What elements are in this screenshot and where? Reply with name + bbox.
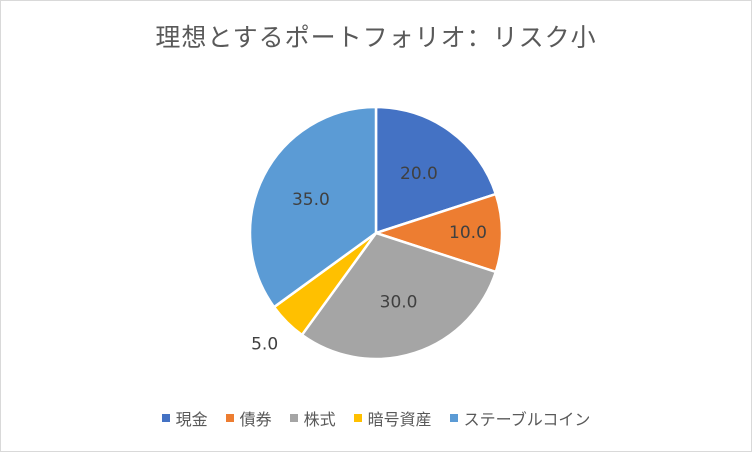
- legend-item-2: 債券: [225, 406, 272, 430]
- data-label-4: 5.0: [251, 334, 278, 354]
- chart-title: 理想とするポートフォリオ：リスク小: [155, 23, 597, 52]
- legend-swatch: [353, 414, 362, 422]
- pie-slice-3: [300, 231, 498, 361]
- legend-swatch: [225, 414, 234, 422]
- legend-swatch: [289, 414, 298, 422]
- data-label-1: 20.0: [400, 164, 438, 184]
- data-label-5: 35.0: [292, 190, 330, 210]
- pie-slice-5: [248, 105, 378, 309]
- legend-item-4: 暗号資産: [353, 406, 432, 430]
- data-label-2: 10.0: [449, 223, 487, 243]
- legend-swatch: [161, 414, 170, 422]
- legend-label: 債券: [239, 410, 272, 429]
- data-label-3: 30.0: [380, 293, 418, 313]
- pie-slice-2: [374, 192, 504, 274]
- legend-item-3: 株式: [289, 406, 336, 430]
- legend-item-1: 現金: [161, 406, 208, 430]
- legend-label: ステーブルコイン: [463, 410, 591, 429]
- legend-item-5: ステーブルコイン: [449, 406, 591, 430]
- legend-label: 暗号資産: [367, 410, 432, 429]
- pie-slice-1: [374, 105, 498, 235]
- legend-label: 株式: [303, 410, 336, 429]
- legend-swatch: [449, 414, 458, 422]
- legend-label: 現金: [175, 410, 208, 429]
- legend: 現金 債券 株式 暗号資産 ステーブルコイン: [0, 406, 752, 430]
